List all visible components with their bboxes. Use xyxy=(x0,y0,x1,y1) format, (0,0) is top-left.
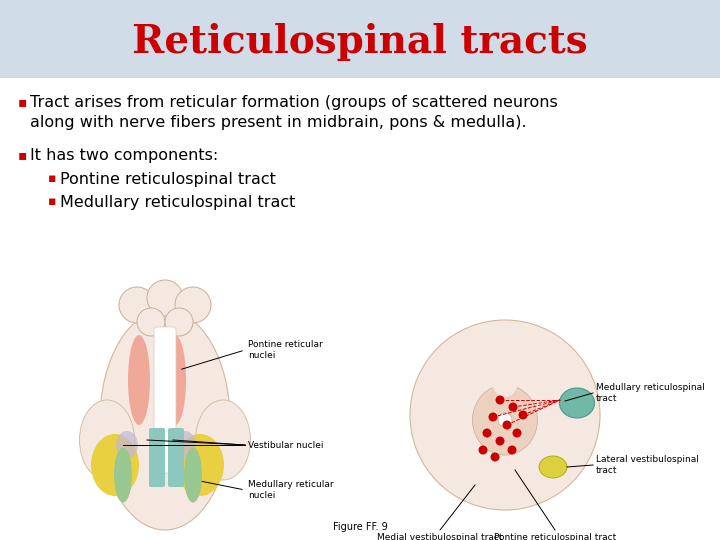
Ellipse shape xyxy=(174,431,196,459)
Text: Pontine reticulospinal tract: Pontine reticulospinal tract xyxy=(60,172,276,187)
Circle shape xyxy=(147,280,183,316)
Text: ▪: ▪ xyxy=(18,95,27,109)
Circle shape xyxy=(119,287,155,323)
Text: Reticulospinal tracts: Reticulospinal tracts xyxy=(132,23,588,61)
Circle shape xyxy=(490,453,500,462)
Circle shape xyxy=(518,410,528,420)
Ellipse shape xyxy=(176,434,224,496)
Circle shape xyxy=(495,395,505,404)
Text: Lateral vestibulospinal
tract: Lateral vestibulospinal tract xyxy=(596,455,699,475)
Circle shape xyxy=(482,429,492,437)
Circle shape xyxy=(410,320,600,510)
Ellipse shape xyxy=(472,385,538,455)
Text: Figure FF. 9: Figure FF. 9 xyxy=(333,522,387,532)
Ellipse shape xyxy=(128,335,150,425)
FancyBboxPatch shape xyxy=(0,0,720,78)
Circle shape xyxy=(508,402,518,411)
Text: Pontine reticulospinal tract: Pontine reticulospinal tract xyxy=(494,533,616,540)
Circle shape xyxy=(503,421,511,429)
Circle shape xyxy=(175,287,211,323)
Circle shape xyxy=(513,429,521,437)
Circle shape xyxy=(495,436,505,446)
Ellipse shape xyxy=(492,369,518,397)
FancyBboxPatch shape xyxy=(168,428,184,487)
Ellipse shape xyxy=(196,400,251,480)
Text: Pontine reticular
nuclei: Pontine reticular nuclei xyxy=(248,340,323,360)
FancyBboxPatch shape xyxy=(154,327,176,473)
Text: Tract arises from reticular formation (groups of scattered neurons
along with ne: Tract arises from reticular formation (g… xyxy=(30,95,558,130)
Ellipse shape xyxy=(79,400,135,480)
Circle shape xyxy=(479,446,487,455)
Circle shape xyxy=(165,308,193,336)
Ellipse shape xyxy=(559,388,595,418)
Circle shape xyxy=(498,413,512,427)
Text: Medullary reticular
nuclei: Medullary reticular nuclei xyxy=(248,480,333,500)
Ellipse shape xyxy=(100,310,230,530)
Circle shape xyxy=(488,413,498,422)
Ellipse shape xyxy=(91,434,139,496)
Ellipse shape xyxy=(164,335,186,425)
Ellipse shape xyxy=(116,431,138,459)
Text: Medullary reticulospinal tract: Medullary reticulospinal tract xyxy=(60,195,295,210)
Text: ▪: ▪ xyxy=(48,172,56,185)
Text: Vestibular nuclei: Vestibular nuclei xyxy=(248,441,323,449)
Text: It has two components:: It has two components: xyxy=(30,148,218,163)
Text: Medullary reticulospinal
tract: Medullary reticulospinal tract xyxy=(596,383,705,403)
Ellipse shape xyxy=(184,448,202,503)
Circle shape xyxy=(508,446,516,455)
Text: Medial vestibulospinal tract: Medial vestibulospinal tract xyxy=(377,533,503,540)
Text: ▪: ▪ xyxy=(48,195,56,208)
FancyBboxPatch shape xyxy=(149,428,165,487)
Circle shape xyxy=(137,308,165,336)
Ellipse shape xyxy=(114,448,132,503)
Ellipse shape xyxy=(539,456,567,478)
Text: ▪: ▪ xyxy=(18,148,27,162)
